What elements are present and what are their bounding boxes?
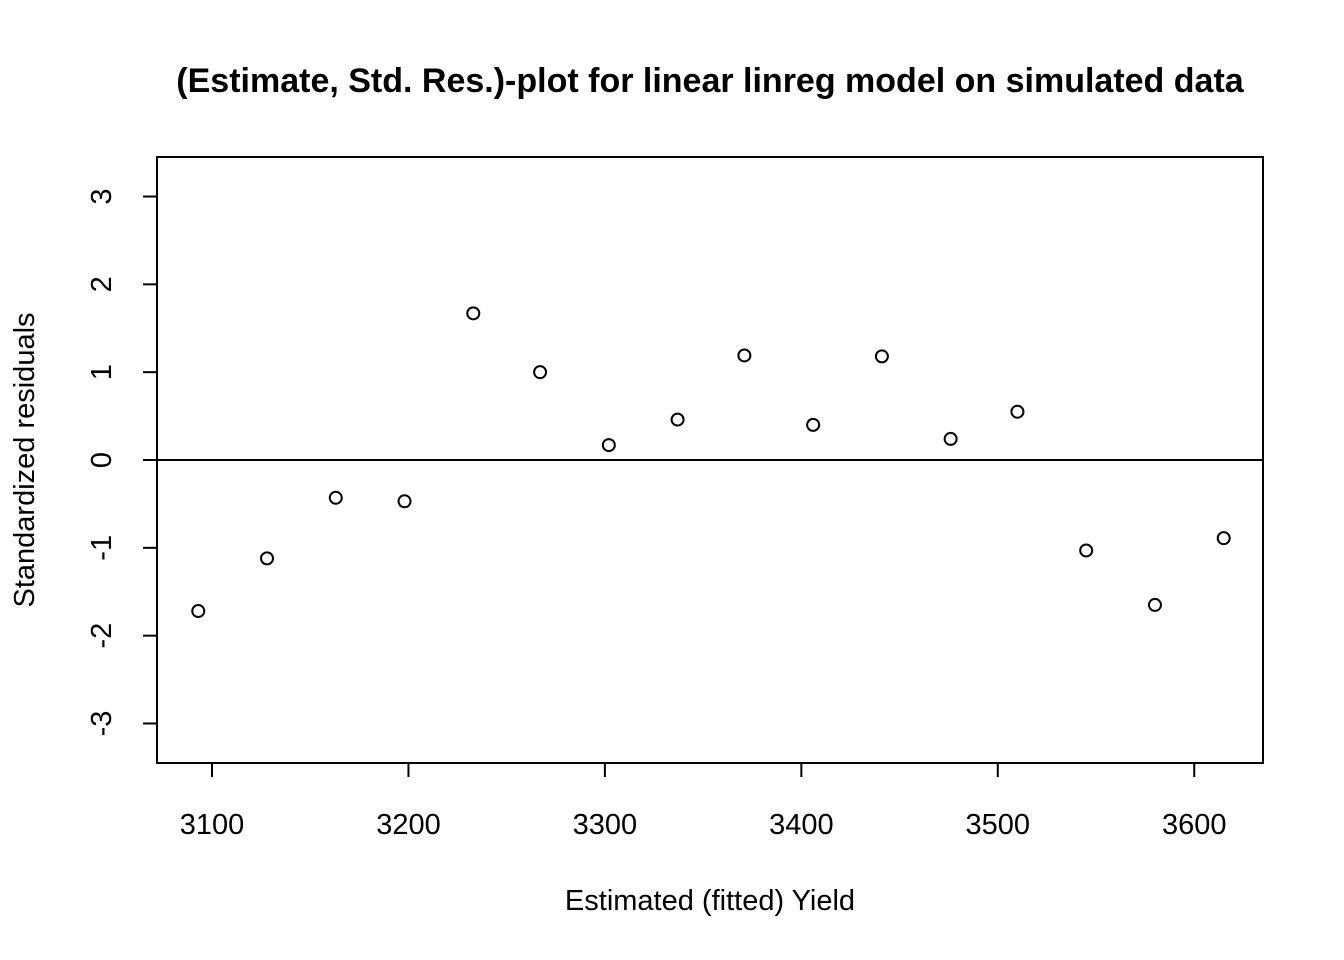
x-tick-label: 3200	[376, 809, 441, 841]
y-tick-label: -3	[86, 711, 118, 737]
y-tick-label: 0	[86, 452, 118, 468]
data-point	[1216, 531, 1231, 546]
y-tick-label: -2	[86, 623, 118, 649]
data-point	[260, 551, 275, 566]
x-tick-label: 3400	[769, 809, 834, 841]
data-point	[466, 306, 481, 321]
data-point	[670, 412, 685, 427]
x-axis-label: Estimated (fitted) Yield	[565, 885, 855, 917]
y-tick-label: -1	[86, 535, 118, 561]
data-point	[806, 417, 821, 432]
y-tick-label: 3	[86, 188, 118, 204]
data-point	[1010, 404, 1025, 419]
data-point	[1147, 597, 1162, 612]
y-axis: -3 -2 -1 0 1 2 3	[86, 188, 158, 737]
x-tick-label: 3100	[180, 809, 245, 841]
data-point	[943, 431, 958, 446]
data-point	[737, 348, 752, 363]
data-point	[397, 494, 412, 509]
data-point	[191, 604, 206, 619]
x-tick-label: 3600	[1162, 809, 1227, 841]
x-tick-label: 3500	[966, 809, 1031, 841]
y-tick-label: 2	[86, 276, 118, 292]
data-point	[533, 365, 548, 380]
data-point	[1079, 543, 1094, 558]
x-tick-label: 3300	[573, 809, 638, 841]
chart-title: (Estimate, Std. Res.)-plot for linear li…	[176, 62, 1244, 100]
x-axis: 3100 3200 3300 3400 3500 3600	[180, 762, 1227, 841]
y-tick-label: 1	[86, 364, 118, 380]
data-point	[328, 490, 343, 505]
y-axis-label: Standardized residuals	[9, 312, 41, 607]
data-point	[874, 349, 889, 364]
data-points	[191, 306, 1231, 619]
data-point	[601, 438, 616, 453]
